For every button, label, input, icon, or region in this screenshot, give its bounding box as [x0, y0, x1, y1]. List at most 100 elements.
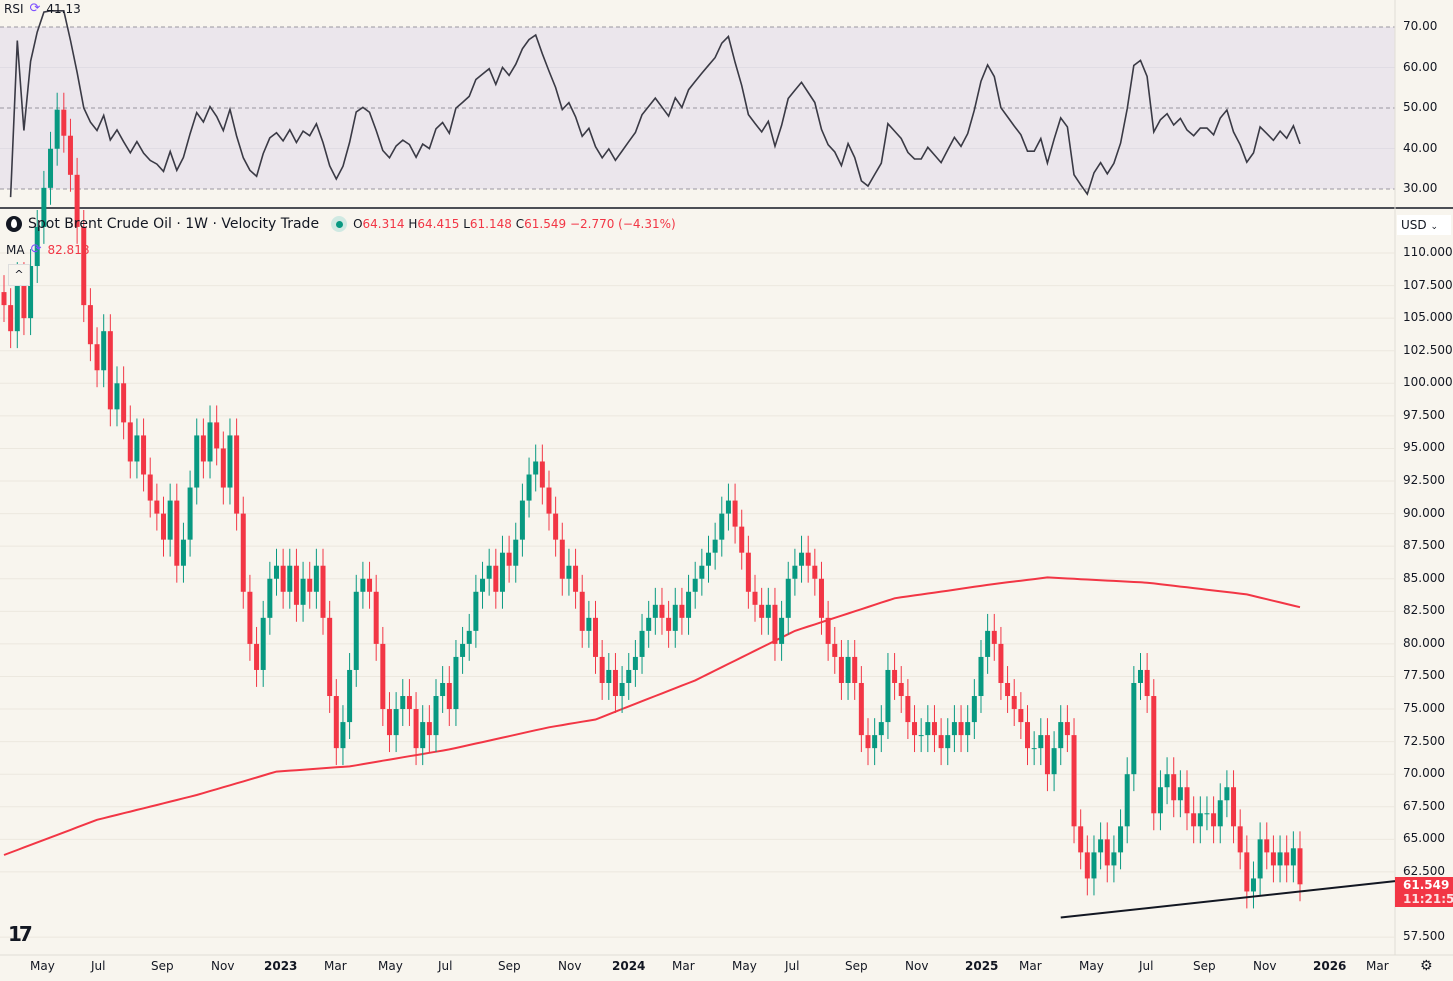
price-tick: 92.500: [1403, 473, 1445, 488]
candle-body: [14, 279, 20, 332]
close-value: 61.549: [524, 217, 567, 231]
candle-body: [353, 591, 359, 670]
candle-body: [54, 109, 60, 149]
candle-body: [686, 591, 692, 618]
candle-body: [74, 174, 80, 227]
high-label: H: [408, 217, 418, 231]
candle-body: [214, 422, 220, 449]
collapse-legend-button[interactable]: ^: [8, 264, 30, 286]
candle-body: [1078, 826, 1084, 853]
candle-body: [446, 682, 452, 710]
time-tick: 2024: [612, 959, 646, 973]
candle-body: [260, 617, 266, 670]
symbol-title[interactable]: Spot Brent Crude Oil · 1W · Velocity Tra…: [28, 216, 320, 232]
time-tick: Mar: [672, 959, 695, 973]
candle-body: [1091, 852, 1097, 879]
candle-body: [1064, 722, 1070, 736]
candle-body: [845, 656, 851, 683]
candle-body: [1171, 774, 1177, 801]
candle-body: [413, 709, 419, 749]
price-tick: 100.000: [1403, 375, 1453, 390]
candle-body: [1144, 669, 1150, 697]
time-tick: 2023: [264, 959, 298, 973]
candle-body: [499, 552, 505, 592]
oil-drop-icon: [6, 216, 22, 232]
candle-body: [1264, 839, 1270, 853]
rsi-value: 41.13: [46, 1, 81, 16]
candle-body: [573, 565, 579, 592]
time-tick: May: [378, 959, 403, 973]
rsi-tick: 60.00: [1403, 59, 1438, 74]
candle-body: [254, 643, 260, 670]
time-tick: 2026: [1313, 959, 1347, 973]
candle-body: [1025, 722, 1031, 749]
candle-body: [121, 383, 127, 423]
candle-body: [141, 435, 147, 475]
candle-body: [852, 656, 858, 683]
candle-body: [579, 591, 585, 631]
candle-body: [147, 474, 153, 501]
price-tick: 102.500: [1403, 342, 1453, 357]
candle-body: [41, 187, 47, 227]
candle-body: [1244, 852, 1250, 892]
time-tick: Jul: [438, 959, 453, 973]
candle-body: [1111, 852, 1117, 866]
candle-body: [240, 513, 246, 592]
refresh-icon[interactable]: ⟳: [30, 242, 42, 257]
high-value: 64.415: [417, 217, 460, 231]
time-tick: 2025: [965, 959, 999, 973]
candle-body: [912, 722, 918, 736]
candle-body: [599, 656, 605, 683]
candle-body: [194, 435, 200, 488]
candle-body: [247, 591, 253, 644]
candle-body: [21, 279, 27, 319]
candle-body: [619, 682, 625, 697]
candle-body: [892, 669, 898, 683]
candle-body: [200, 435, 206, 462]
price-tick: 110.000: [1403, 245, 1453, 259]
candle-body: [985, 630, 991, 657]
price-tick: 57.500: [1403, 929, 1445, 944]
candle-body: [659, 604, 665, 618]
candle-body: [951, 722, 957, 736]
candle-body: [420, 722, 426, 749]
candle-body: [34, 226, 40, 267]
support-trendline: [1060, 880, 1396, 919]
candle-body: [161, 513, 167, 540]
time-tick: Sep: [151, 959, 174, 973]
candle-body: [971, 696, 977, 723]
candle-body: [739, 526, 745, 553]
candle-body: [1051, 748, 1057, 775]
candle-body: [486, 565, 492, 579]
candle-body: [466, 630, 472, 644]
candle-body: [493, 565, 499, 592]
candle-body: [373, 591, 379, 644]
candle-body: [393, 709, 399, 736]
candle-body: [526, 474, 532, 501]
candle-body: [626, 669, 632, 683]
candle-body: [327, 617, 333, 697]
candle-body: [712, 539, 718, 553]
candle-body: [453, 656, 459, 710]
tradingview-logo[interactable]: 17: [8, 922, 33, 946]
time-tick: May: [30, 959, 55, 973]
rsi-label: RSI: [4, 1, 24, 16]
time-tick: May: [732, 959, 757, 973]
candle-body: [473, 591, 479, 631]
candle-body: [280, 565, 286, 592]
candle-body: [1084, 852, 1090, 879]
refresh-icon[interactable]: ⟳: [29, 1, 41, 16]
candle-body: [1250, 878, 1256, 892]
candle-body: [991, 630, 997, 644]
settings-icon[interactable]: ⚙: [1420, 958, 1433, 974]
currency-selector[interactable]: USD ⌄: [1397, 215, 1451, 235]
candle-body: [838, 656, 844, 683]
candle-body: [107, 331, 113, 410]
candle-body: [765, 604, 771, 618]
candle-body: [692, 578, 698, 592]
candle-body: [134, 435, 140, 462]
candle-body: [227, 435, 233, 488]
candle-body: [293, 565, 299, 605]
time-tick: Sep: [845, 959, 868, 973]
